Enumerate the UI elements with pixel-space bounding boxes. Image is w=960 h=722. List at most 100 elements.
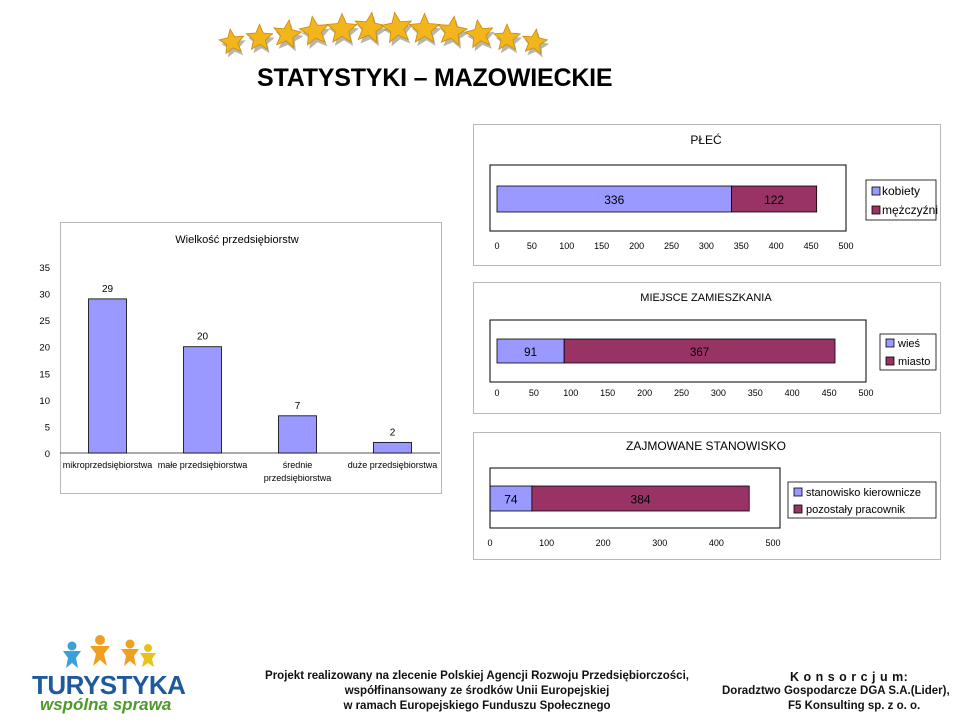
star-icon bbox=[464, 18, 494, 49]
turystyka-logo bbox=[63, 635, 156, 668]
x-tick-label: 300 bbox=[711, 388, 726, 398]
x-tick-label: 50 bbox=[527, 241, 537, 251]
legend-label: kobiety bbox=[882, 184, 920, 198]
x-tick-label: 300 bbox=[699, 241, 714, 251]
bar-segment bbox=[731, 185, 818, 213]
x-tick-label: 250 bbox=[664, 241, 679, 251]
data-label: 29 bbox=[102, 284, 114, 295]
x-tick-label: 400 bbox=[709, 538, 724, 548]
x-tick-label: 500 bbox=[858, 388, 873, 398]
legend-swatch bbox=[793, 487, 803, 497]
data-label: 20 bbox=[197, 332, 209, 343]
logo-figures-icon bbox=[63, 635, 156, 668]
y-tick-label: 15 bbox=[39, 369, 50, 380]
plot-area bbox=[489, 467, 781, 529]
x-tick-label: 400 bbox=[785, 388, 800, 398]
chart-title: PŁEĆ bbox=[690, 132, 722, 147]
legend-label: mężczyźni bbox=[882, 203, 938, 217]
x-tick-label: 350 bbox=[748, 388, 763, 398]
legend-label: wieś bbox=[897, 338, 921, 350]
x-tick-label: 200 bbox=[637, 388, 652, 398]
data-label: 336 bbox=[604, 193, 624, 207]
legend-label: stanowisko kierownicze bbox=[806, 487, 921, 499]
star-icon bbox=[437, 15, 469, 46]
x-tick-label: 100 bbox=[563, 388, 578, 398]
star-icon bbox=[380, 11, 413, 44]
data-label: 91 bbox=[524, 347, 537, 359]
y-tick-label: 5 bbox=[45, 422, 50, 433]
footer-consortium-line-1: K o n s o r c j u m: bbox=[790, 670, 909, 684]
x-tick-label: 0 bbox=[494, 241, 499, 251]
data-label: 367 bbox=[690, 347, 709, 359]
y-tick-label: 25 bbox=[39, 316, 50, 327]
legend-box bbox=[787, 481, 937, 519]
logo-text-turystyka: TURYSTYKA bbox=[32, 670, 186, 700]
footer-project-line-3: w ramach Europejskiego Funduszu Społeczn… bbox=[343, 700, 611, 712]
y-tick-label: 10 bbox=[39, 396, 50, 407]
star-icon bbox=[298, 15, 330, 46]
chart-title: Wielkość przedsiębiorstw bbox=[175, 234, 299, 246]
star-icon bbox=[492, 23, 522, 51]
bar bbox=[373, 441, 412, 454]
x-tick-label: 500 bbox=[838, 241, 853, 251]
x-tick-label: 50 bbox=[529, 388, 539, 398]
x-tick-label: 200 bbox=[629, 241, 644, 251]
legend-swatch bbox=[793, 504, 803, 514]
star-icon bbox=[272, 18, 303, 49]
y-tick-label: 20 bbox=[39, 343, 50, 354]
data-label: 7 bbox=[295, 401, 301, 412]
bar bbox=[278, 415, 317, 454]
footer-project-line-1: Projekt realizowany na zlecenie Polskiej… bbox=[265, 670, 689, 682]
star-icon bbox=[354, 11, 387, 44]
x-tick-label: 250 bbox=[674, 388, 689, 398]
bar-segment bbox=[531, 485, 750, 512]
bar-segment bbox=[496, 185, 732, 213]
legend-swatch bbox=[871, 205, 881, 215]
chart-title: MIEJSCE ZAMIESZKANIA bbox=[640, 292, 772, 304]
data-label: 384 bbox=[631, 493, 651, 507]
x-tick-label: 200 bbox=[596, 538, 611, 548]
chart-title: ZAJMOWANE STANOWISKO bbox=[626, 439, 786, 453]
x-tick-label: 300 bbox=[652, 538, 667, 548]
x-tick-label: 450 bbox=[804, 241, 819, 251]
x-tick-label: małe przedsiębiorstwa bbox=[158, 460, 248, 470]
x-tick-label: 100 bbox=[539, 538, 554, 548]
legend-label: pozostały pracownik bbox=[806, 504, 906, 516]
data-label: 122 bbox=[764, 193, 784, 207]
x-tick-label: 150 bbox=[594, 241, 609, 251]
x-tick-label: 0 bbox=[487, 538, 492, 548]
bar bbox=[88, 298, 127, 454]
y-tick-label: 35 bbox=[39, 263, 50, 274]
x-tick-label: 450 bbox=[822, 388, 837, 398]
x-tick-label: 400 bbox=[769, 241, 784, 251]
footer-consortium-line-3: F5 Konsulting sp. z o. o. bbox=[788, 700, 921, 712]
star-icon bbox=[521, 28, 549, 55]
x-tick-label: 0 bbox=[494, 388, 499, 398]
star-icon bbox=[408, 12, 441, 43]
data-label: 74 bbox=[504, 493, 518, 507]
data-label: 2 bbox=[390, 427, 396, 438]
y-tick-label: 0 bbox=[45, 449, 50, 460]
footer-project-line-2: współfinansowany ze środków Unii Europej… bbox=[344, 685, 610, 697]
logo-text-wspolna-sprawa: wspólna sprawa bbox=[40, 695, 172, 714]
legend-swatch bbox=[871, 186, 881, 196]
x-tick-label: 350 bbox=[734, 241, 749, 251]
x-tick-label: mikroprzedsiębiorstwa bbox=[63, 460, 153, 470]
bar-segment bbox=[563, 338, 836, 364]
legend-swatch bbox=[885, 338, 895, 348]
x-tick-label: 100 bbox=[559, 241, 574, 251]
page-title: STATYSTYKI – MAZOWIECKIE bbox=[257, 64, 613, 92]
star-icon bbox=[245, 23, 274, 51]
y-tick-label: 30 bbox=[39, 290, 50, 301]
x-tick-label: średnie bbox=[283, 460, 313, 470]
bar-segment bbox=[496, 338, 565, 364]
bar bbox=[183, 346, 222, 454]
x-tick-label: duże przedsiębiorstwa bbox=[348, 460, 438, 470]
stars-banner bbox=[218, 11, 550, 58]
x-tick-label: 150 bbox=[600, 388, 615, 398]
star-icon bbox=[218, 28, 245, 55]
footer-consortium-line-2: Doradztwo Gospodarcze DGA S.A.(Lider), bbox=[722, 685, 950, 697]
